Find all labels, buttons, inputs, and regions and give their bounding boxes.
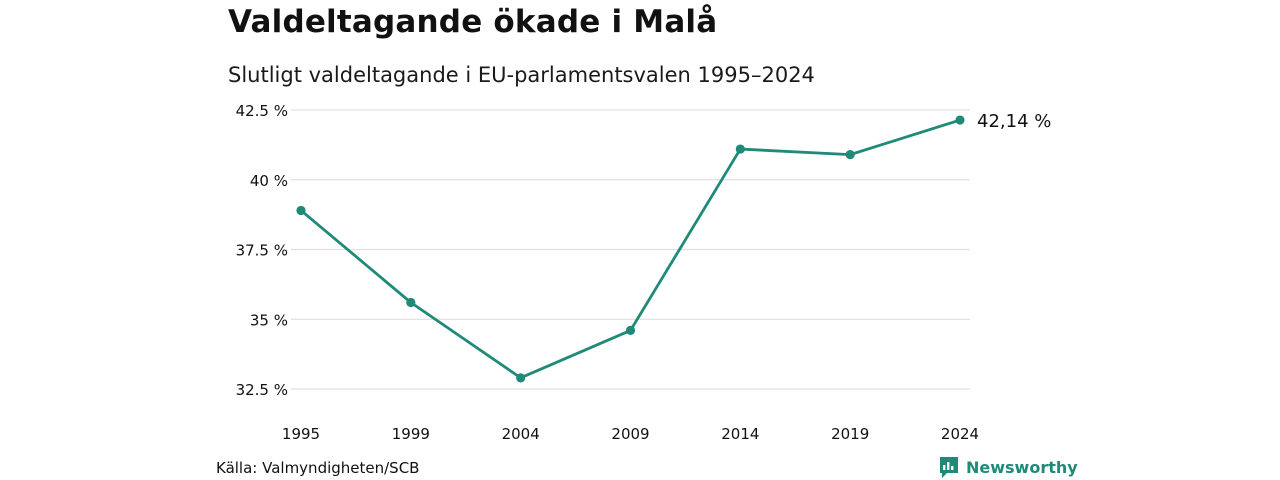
- chart-logo-icon: [938, 455, 960, 479]
- x-tick-label: 2004: [502, 425, 540, 443]
- data-point: [406, 297, 416, 308]
- data-point: [516, 373, 526, 383]
- x-tick-label: 2009: [611, 425, 649, 443]
- y-tick-label: 35 %: [250, 311, 288, 329]
- end-value-label: 42,14 %: [977, 111, 1051, 132]
- x-axis-ticks: 1995 1999 2004 2009 2014 2019 2024: [282, 425, 979, 443]
- brand-name: Newsworthy: [966, 457, 1078, 477]
- data-labels: 42,14 %: [977, 111, 1051, 132]
- chart-subtitle: Slutligt valdeltagande i EU-parlamentsva…: [228, 63, 815, 87]
- data-point: [845, 150, 855, 160]
- y-tick-label: 40 %: [250, 172, 288, 190]
- x-tick-label: 1999: [392, 425, 430, 443]
- gridlines: [291, 109, 970, 390]
- y-tick-label: 42.5 %: [236, 102, 288, 120]
- x-tick-label: 2014: [721, 425, 759, 443]
- y-tick-label: 37.5 %: [236, 242, 288, 260]
- data-point: [735, 144, 745, 154]
- y-axis-ticks: 32.5 % 35 % 37.5 % 40 % 42.5 %: [236, 102, 288, 399]
- data-point: [625, 325, 636, 336]
- x-tick-label: 1995: [282, 425, 320, 443]
- data-point: [296, 205, 306, 216]
- brand-logo: Newsworthy: [938, 455, 1078, 479]
- x-tick-label: 2024: [941, 425, 979, 443]
- y-tick-label: 32.5 %: [236, 381, 288, 399]
- chart-title: Valdeltagande ökade i Malå: [228, 4, 718, 40]
- x-tick-label: 2019: [831, 425, 869, 443]
- line-chart: 32.5 % 35 % 37.5 % 40 % 42.5 % 1995 1999 2004 2…: [236, 102, 1052, 443]
- data-point: [955, 115, 965, 125]
- source-note: Källa: Valmyndigheten/SCB: [216, 459, 420, 477]
- data-points: [296, 115, 965, 383]
